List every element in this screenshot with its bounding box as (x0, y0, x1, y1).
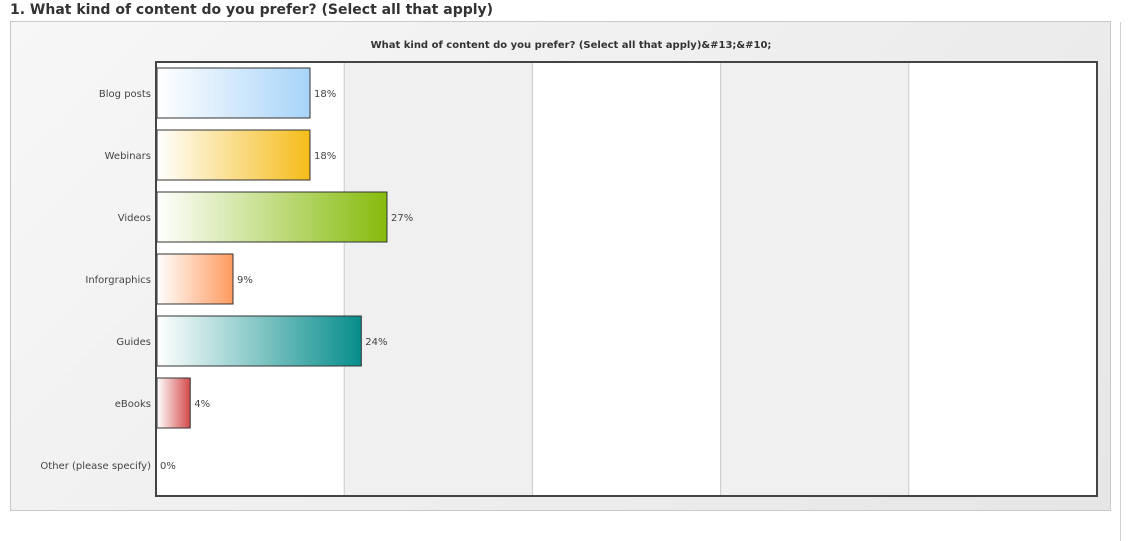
bar (156, 191, 388, 243)
category-label: Inforgraphics (85, 275, 151, 286)
plot-band (344, 62, 533, 496)
value-label: 4% (194, 399, 210, 410)
value-label: 9% (237, 275, 253, 286)
plot-border (155, 61, 1098, 497)
category-label: Other (please specify) (40, 461, 151, 472)
value-label: 27% (391, 213, 413, 224)
bar-chart: What kind of content do you prefer? (Sel… (40, 40, 1098, 497)
plot-band (720, 62, 909, 496)
value-label: 0% (160, 461, 176, 472)
category-label: eBooks (115, 399, 151, 410)
value-label: 18% (314, 89, 336, 100)
category-label: Blog posts (99, 89, 151, 100)
chart-panel: What kind of content do you prefer? (Sel… (10, 21, 1111, 511)
bar (156, 377, 191, 429)
bar (156, 315, 362, 367)
page-edge-divider (1120, 22, 1121, 541)
value-label: 24% (365, 337, 387, 348)
category-label: Guides (116, 337, 151, 348)
category-label: Webinars (105, 151, 151, 162)
category-label: Videos (118, 213, 151, 224)
bar (156, 253, 234, 305)
chart-title: What kind of content do you prefer? (Sel… (371, 40, 772, 51)
plot-area (156, 62, 1097, 496)
bar (156, 67, 311, 119)
value-label: 18% (314, 151, 336, 162)
question-title: 1. What kind of content do you prefer? (… (10, 2, 494, 18)
bar (156, 129, 311, 181)
